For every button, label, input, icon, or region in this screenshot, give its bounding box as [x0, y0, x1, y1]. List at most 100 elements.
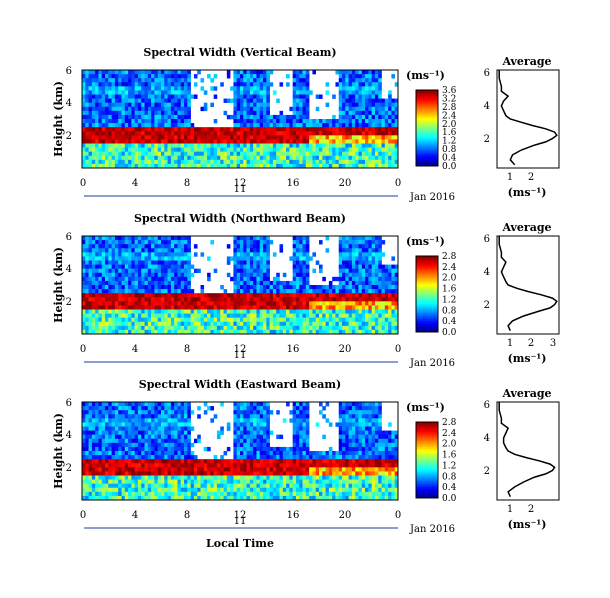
heatmap-cell: [128, 123, 132, 128]
heatmap-cell: [266, 155, 270, 161]
heatmap-cell: [137, 301, 142, 306]
heatmap-cell: [259, 256, 264, 261]
heatmap-cell: [246, 143, 251, 148]
heatmap-cell: [157, 78, 162, 83]
heatmap-cell: [246, 90, 251, 95]
heatmap-cell: [236, 151, 241, 157]
heatmap-cell: [82, 82, 86, 87]
heatmap-cell: [170, 406, 175, 411]
heatmap-cell: [335, 329, 340, 335]
heatmap-cell: [355, 313, 359, 318]
heatmap-cell: [368, 70, 372, 75]
heatmap-cell: [187, 459, 191, 464]
heatmap-cell: [226, 309, 231, 314]
heatmap-cell: [187, 256, 191, 261]
heatmap-cell: [114, 94, 119, 99]
heatmap-cell: [233, 293, 238, 298]
heatmap-cell: [299, 123, 303, 128]
heatmap-cell: [101, 102, 106, 108]
heatmap-cell: [144, 455, 149, 460]
heatmap-cell: [295, 82, 300, 87]
heatmap-cell: [85, 402, 89, 407]
heatmap-cell: [292, 106, 297, 112]
heatmap-cell: [157, 159, 162, 165]
heatmap-cell: [154, 418, 159, 423]
heatmap-cell: [121, 297, 126, 302]
heatmap-cell: [233, 305, 238, 310]
heatmap-cell: [180, 264, 185, 269]
heatmap-cell: [161, 289, 165, 294]
heatmap-cell: [368, 94, 372, 99]
heatmap-cell: [114, 446, 119, 452]
heatmap-cell: [368, 127, 372, 132]
heatmap-cell: [137, 438, 142, 444]
heatmap-cell: [147, 455, 152, 460]
heatmap-cell: [184, 240, 188, 245]
heatmap-cell: [187, 252, 191, 257]
heatmap-cell: [88, 127, 93, 132]
heatmap-cell: [213, 147, 218, 152]
heatmap-cell: [236, 123, 241, 128]
heatmap-cell: [361, 110, 366, 116]
colorbar-segment: [416, 316, 438, 320]
heatmap-cell: [147, 114, 152, 120]
heatmap-cell: [82, 86, 86, 91]
colorbar-segment: [416, 314, 438, 318]
heatmap-cell: [197, 491, 201, 497]
heatmap-cell: [124, 70, 129, 75]
heatmap-cell: [128, 471, 132, 476]
heatmap-cell: [220, 309, 224, 314]
heatmap-cell: [187, 106, 191, 112]
heatmap-cell: [368, 90, 372, 95]
heatmap-cell: [197, 434, 201, 440]
heatmap-cell: [98, 143, 103, 148]
heatmap-cell: [325, 321, 330, 327]
heatmap-cell: [276, 127, 280, 132]
heatmap-cell: [289, 305, 293, 310]
heatmap-cell: [365, 163, 369, 169]
heatmap-cell: [187, 463, 191, 468]
heatmap-cell: [161, 305, 165, 310]
heatmap-cell: [161, 90, 165, 95]
day-label: 11: [234, 184, 247, 195]
heatmap-cell: [114, 414, 119, 419]
heatmap-cell: [213, 127, 218, 132]
heatmap-cell: [124, 114, 129, 120]
heatmap-cell: [98, 276, 103, 282]
heatmap-cell: [124, 127, 129, 132]
heatmap-cell: [187, 114, 191, 120]
heatmap-cell: [365, 293, 369, 298]
heatmap-cell: [121, 491, 126, 497]
heatmap-cell: [190, 293, 195, 298]
heatmap-cell: [187, 451, 191, 456]
heatmap-cell: [203, 163, 208, 169]
heatmap-cell: [161, 94, 165, 99]
heatmap-cell: [187, 127, 191, 132]
heatmap-cell: [180, 495, 185, 501]
heatmap-cell: [147, 309, 152, 314]
heatmap-cell: [305, 135, 310, 140]
heatmap-cell: [101, 329, 106, 335]
heatmap-cell: [243, 114, 247, 120]
heatmap-cell: [249, 289, 254, 294]
heatmap-cell: [111, 434, 116, 440]
heatmap-cell: [394, 272, 399, 278]
heatmap-cell: [325, 163, 330, 169]
heatmap-cell: [164, 106, 168, 112]
heatmap-cell: [170, 414, 175, 419]
heatmap-cell: [91, 495, 96, 501]
heatmap-cell: [157, 289, 162, 294]
heatmap-cell: [154, 289, 159, 294]
heatmap-cell: [325, 90, 330, 95]
heatmap-cell: [164, 236, 168, 241]
colorbar-segment: [416, 265, 438, 268]
heatmap-cell: [309, 305, 313, 310]
heatmap-cell: [351, 90, 356, 95]
heatmap-cell: [315, 94, 320, 99]
heatmap-cell: [170, 127, 175, 132]
colorbar-segment: [416, 299, 438, 302]
heatmap-cell: [157, 264, 162, 269]
heatmap-cell: [305, 305, 310, 310]
colorbar-tick-label: 2.0: [442, 274, 457, 284]
heatmap-cell: [289, 123, 293, 128]
